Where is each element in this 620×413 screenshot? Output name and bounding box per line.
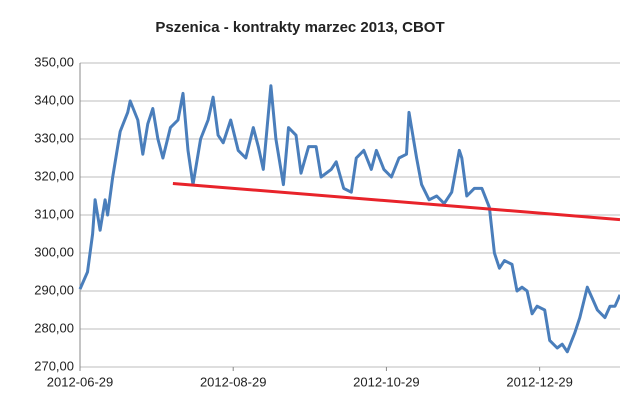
y-tick-label: 310,00 xyxy=(34,206,74,221)
y-tick-label: 300,00 xyxy=(34,244,74,259)
x-tick-label: 2012-06-29 xyxy=(47,374,114,389)
trend-line xyxy=(172,182,620,222)
y-tick-label: 350,00 xyxy=(34,54,74,69)
y-tick-label: 340,00 xyxy=(34,92,74,107)
x-tick-label: 2012-12-29 xyxy=(506,374,573,389)
y-tick-label: 320,00 xyxy=(34,168,74,183)
y-tick-label: 290,00 xyxy=(34,282,74,297)
x-tick-label: 2012-10-29 xyxy=(353,374,420,389)
chart-title: Pszenica - kontrakty marzec 2013, CBOT xyxy=(155,19,444,36)
y-tick-label: 280,00 xyxy=(34,320,74,335)
data-line xyxy=(78,84,620,354)
y-tick-label: 330,00 xyxy=(34,130,74,145)
x-tick-label: 2012-08-29 xyxy=(200,374,267,389)
y-tick-label: 270,00 xyxy=(34,358,74,373)
